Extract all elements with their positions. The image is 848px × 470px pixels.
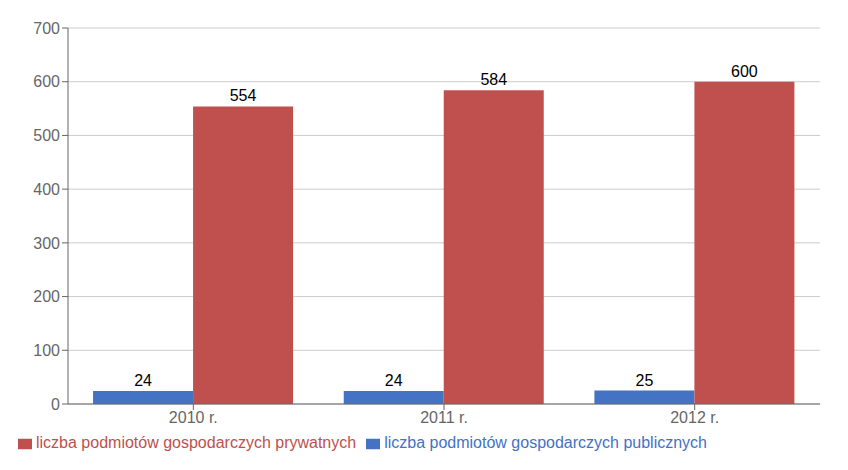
svg-text:500: 500 — [33, 127, 60, 144]
svg-text:100: 100 — [33, 342, 60, 359]
svg-text:0: 0 — [51, 396, 60, 413]
svg-text:24: 24 — [385, 372, 403, 389]
svg-text:600: 600 — [731, 63, 758, 80]
svg-text:200: 200 — [33, 288, 60, 305]
svg-text:2010 r.: 2010 r. — [169, 409, 218, 426]
svg-text:25: 25 — [636, 372, 654, 389]
svg-text:400: 400 — [33, 181, 60, 198]
svg-text:2012 r.: 2012 r. — [670, 409, 719, 426]
svg-text:2011 r.: 2011 r. — [420, 409, 468, 426]
svg-text:554: 554 — [230, 87, 257, 104]
svg-text:300: 300 — [33, 235, 60, 252]
svg-text:600: 600 — [33, 73, 60, 90]
svg-text:700: 700 — [33, 20, 60, 37]
svg-text:24: 24 — [134, 372, 152, 389]
html-text:liczba podmiotów gospodarczych: liczba podmiotów gospodarczych prywatnyc… — [36, 434, 357, 451]
svg-text:584: 584 — [480, 71, 507, 88]
html-text:liczba podmiotów gospodarczych: liczba podmiotów gospodarczych publiczny… — [384, 434, 707, 451]
